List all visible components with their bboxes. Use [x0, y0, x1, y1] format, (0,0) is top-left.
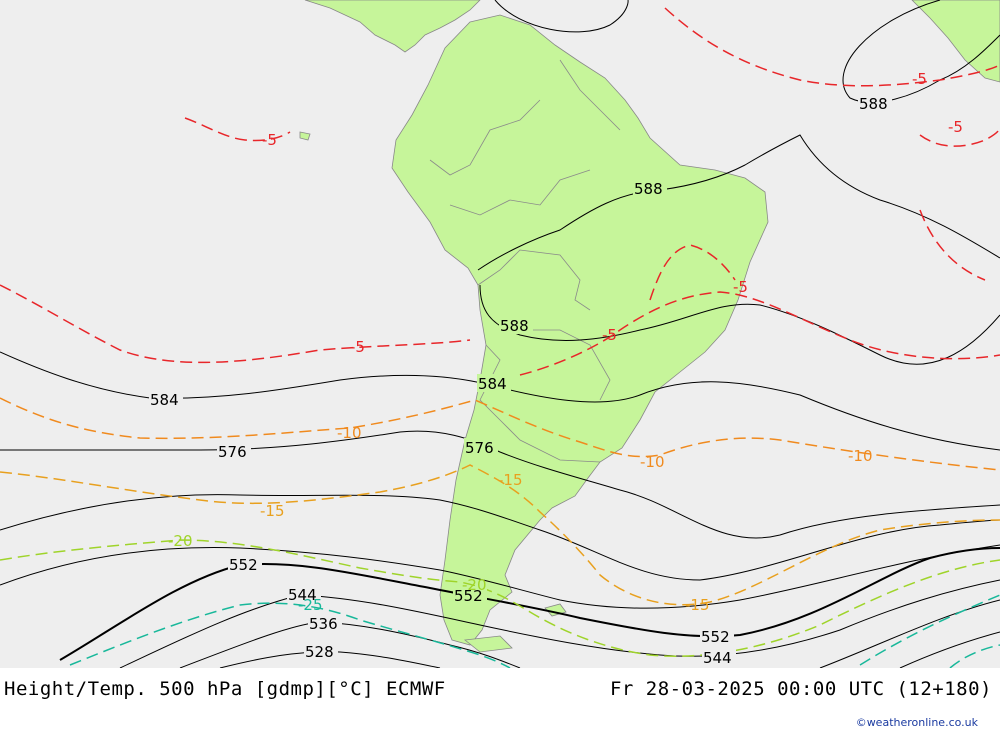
isotherm-minus5 [0, 7, 1000, 376]
contour-528-east [899, 631, 1000, 668]
temp-label-m15-argentina: -15 [498, 471, 523, 489]
temp-label-m15-atlantic: -15 [685, 596, 710, 614]
temp-label-m5-pacific-north: -5 [262, 131, 277, 149]
map-title: Height/Temp. 500 hPa [gdmp][°C] ECMWF [4, 678, 446, 700]
height-label-528: 528 [305, 643, 334, 661]
isotherm-m25-corner [949, 644, 1000, 668]
border-3 [477, 249, 591, 311]
galapagos-islands [299, 131, 311, 141]
isotherm-minus20 [0, 539, 1000, 657]
isotherm-m5-brazil [519, 291, 1000, 376]
weather-map: 588 588 588 584 584 576 576 552 552 552 … [0, 0, 1000, 668]
contour-536-east [819, 599, 1000, 668]
height-label-552-atlantic: 552 [701, 628, 730, 646]
isotherm-minus25 [69, 594, 1000, 668]
height-label-588-brazil: 588 [634, 180, 663, 198]
height-label-544-atlantic: 544 [703, 649, 732, 667]
isotherm-m10-main [0, 397, 1000, 471]
height-label-588-ne: 588 [859, 95, 888, 113]
contour-560 [0, 544, 1000, 609]
temp-label-m15-pacific: -15 [260, 502, 285, 520]
valid-time: Fr 28-03-2025 00:00 UTC (12+180) [609, 678, 992, 700]
temp-label-m20-patagonia: -20 [462, 576, 487, 594]
height-label-552-pacific: 552 [229, 556, 258, 574]
south-america-land [391, 14, 769, 646]
country-borders [429, 59, 621, 463]
isotherm-m5-atlantic-north [919, 127, 1000, 147]
height-label-536: 536 [309, 615, 338, 633]
height-label-584-pacific: 584 [150, 391, 179, 409]
contour-576 [0, 430, 1000, 539]
isotherm-m25-east [859, 594, 1000, 666]
temp-label-m10-argentina: -10 [640, 453, 665, 471]
contour-568 [0, 494, 1000, 581]
temp-label-m20-pacific: -20 [168, 532, 193, 550]
isotherm-m5-north [664, 7, 1000, 87]
height-labels: 588 588 588 584 584 576 576 552 552 552 … [149, 94, 892, 667]
height-label-588-chile: 588 [500, 317, 529, 335]
land-masses [299, 0, 1000, 653]
temp-label-m10-atlantic: -10 [848, 447, 873, 465]
contour-588-loop [479, 284, 1000, 365]
border-2 [429, 99, 541, 176]
temp-label-m5-atlantic-north: -5 [912, 70, 927, 88]
height-label-544-pacific: 544 [288, 586, 317, 604]
border-5 [479, 344, 601, 463]
temp-label-m25-pacific: -25 [298, 596, 323, 614]
border-6 [559, 59, 621, 131]
border-4 [520, 329, 611, 401]
isotherm-m15-main [0, 464, 1000, 606]
height-label-576-pacific: 576 [218, 443, 247, 461]
height-label-552-patagonia: 552 [454, 587, 483, 605]
contour-536 [179, 621, 521, 668]
central-america-land [304, 0, 481, 53]
isotherm-m5-pacific-north [184, 117, 291, 142]
height-label-584-andes: 584 [478, 375, 507, 393]
border-1 [449, 169, 591, 216]
isotherm-m20-main [0, 539, 1000, 657]
caribbean-island [911, 0, 1000, 83]
temp-label-m5-brazil: -5 [733, 278, 748, 296]
isotherm-m5-main [0, 284, 471, 364]
temp-label-m5-atlantic-east: -5 [948, 118, 963, 136]
height-label-576-andes: 576 [465, 439, 494, 457]
contour-544 [119, 579, 1000, 668]
temp-label-m10-pacific: -10 [337, 424, 362, 442]
contour-588-main [477, 134, 1000, 271]
contour-528 [219, 651, 441, 668]
credit-link[interactable]: ©weatheronline.co.uk [855, 716, 978, 729]
isotherm-minus15 [0, 464, 1000, 606]
temp-label-m5-bolivia: -5 [602, 326, 617, 344]
contour-588-north [494, 0, 629, 33]
tierra-del-fuego [463, 635, 513, 653]
isotherm-minus10 [0, 397, 1000, 471]
isotherm-m5-highland [649, 244, 736, 301]
footer-bar [0, 668, 1000, 733]
isotherm-m25-main [69, 602, 511, 668]
isotherm-m5-atlantic [919, 209, 986, 281]
height-contours [0, 0, 1000, 668]
temp-label-m5-pacific: -5 [350, 338, 365, 356]
temp-labels: -5 -5 -5 -5 -5 -5 -10 -10 -10 -15 -15 -1… [168, 70, 963, 614]
